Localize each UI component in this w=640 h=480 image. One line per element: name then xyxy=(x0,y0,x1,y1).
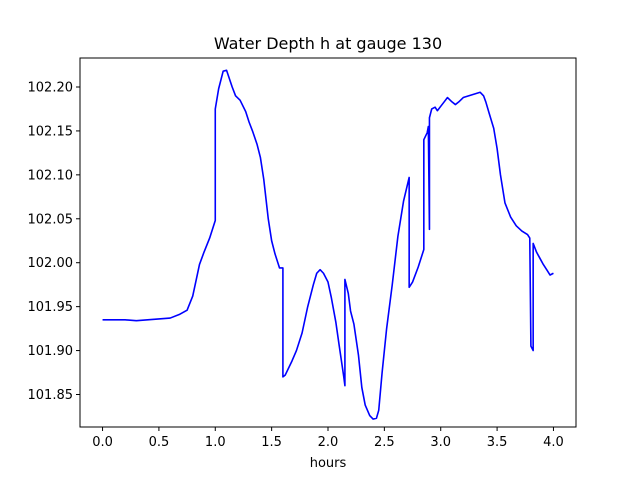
x-tick-label: 2.0 xyxy=(318,435,339,450)
series-line-water-depth xyxy=(102,69,554,420)
x-tick-label: 0.5 xyxy=(149,435,170,450)
x-tick-label: 1.5 xyxy=(261,435,282,450)
x-tick-label: 2.5 xyxy=(374,435,395,450)
x-tick-label: 3.0 xyxy=(430,435,451,450)
x-axis: 0.0 0.5 1.0 1.5 2.0 2.5 3.0 3.5 4.0 xyxy=(92,427,564,450)
y-tick-label: 102.05 xyxy=(28,212,74,227)
y-tick-label: 101.95 xyxy=(28,300,74,315)
y-tick-label: 102.00 xyxy=(28,256,74,271)
y-axis: 101.85 101.90 101.95 102.00 102.05 102.10 102.… xyxy=(28,80,80,403)
x-tick-label: 4.0 xyxy=(543,435,564,450)
x-tick-label: 1.0 xyxy=(205,435,226,450)
axes-frame xyxy=(79,57,577,428)
y-tick-label: 102.20 xyxy=(28,80,74,95)
y-tick-label: 102.15 xyxy=(28,124,74,139)
y-tick-label: 102.10 xyxy=(28,168,74,183)
chart-title: Water Depth h at gauge 130 xyxy=(214,34,442,53)
x-tick-label: 0.0 xyxy=(92,435,113,450)
plot-area xyxy=(102,69,554,420)
y-tick-label: 101.90 xyxy=(28,344,74,359)
x-axis-label: hours xyxy=(310,456,347,471)
x-tick-label: 3.5 xyxy=(487,435,508,450)
y-tick-label: 101.85 xyxy=(28,388,74,403)
